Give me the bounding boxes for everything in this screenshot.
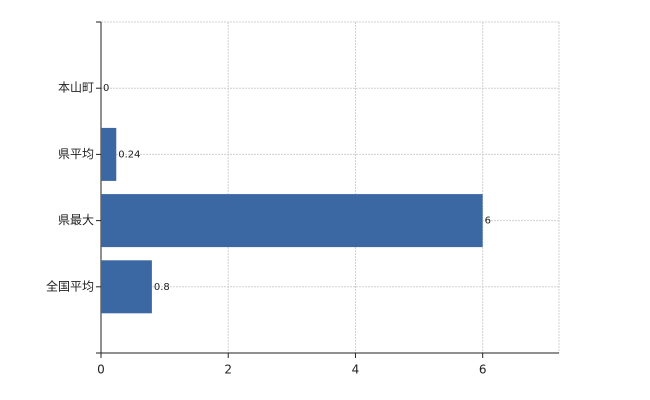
y-tick-label: 全国平均 [46, 278, 94, 293]
value-label: 6 [485, 216, 491, 227]
value-label: 0 [103, 83, 109, 94]
value-label: 0.24 [118, 149, 140, 160]
x-tick-label: 0 [97, 363, 105, 377]
x-tick-label: 4 [352, 363, 360, 377]
y-tick-label: 本山町 [58, 81, 94, 95]
bar [101, 260, 152, 314]
y-tick-label: 県最大 [58, 213, 94, 227]
y-tick-label: 県平均 [58, 147, 94, 161]
x-tick-label: 2 [224, 363, 232, 377]
bar [101, 127, 117, 181]
bar [101, 194, 483, 248]
x-tick-label: 6 [479, 363, 487, 377]
value-label: 0.8 [154, 282, 170, 293]
